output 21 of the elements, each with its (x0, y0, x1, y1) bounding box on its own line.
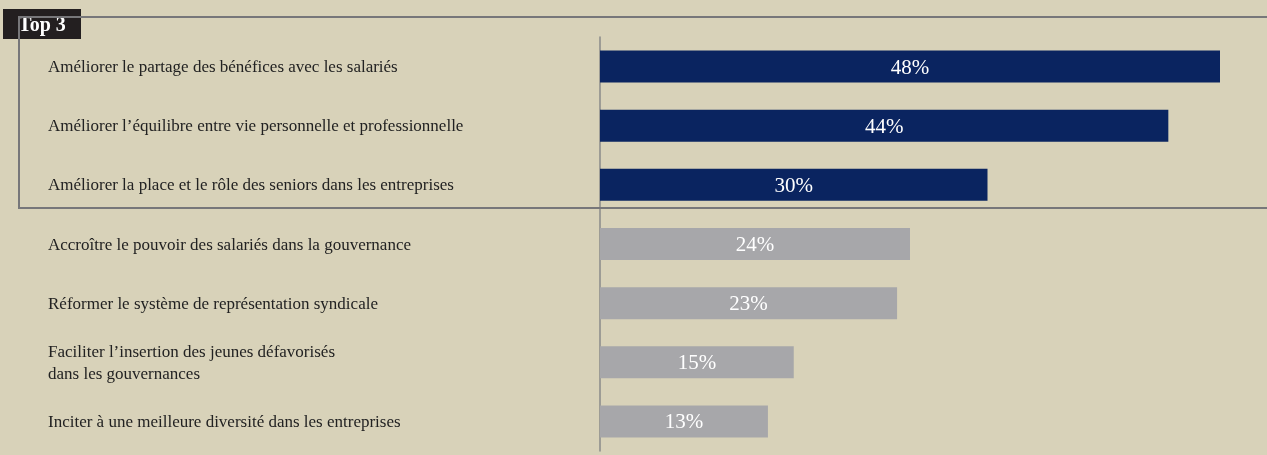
bar (600, 346, 794, 379)
bar (600, 228, 910, 260)
data-label: 23% (729, 291, 768, 316)
y-tick-label: Réformer le système de représentation syndicale (48, 293, 378, 313)
data-label: 30% (774, 172, 813, 197)
y-tick-label: Améliorer le partage des bénéfices avec les salariés (48, 57, 398, 77)
y-tick-label: Accroître le pouvoir des salariés dans la gouvernance (48, 234, 411, 254)
y-tick-label: Inciter à une meilleure diversité dans les entreprises (48, 411, 401, 431)
y-tick-label: Améliorer la place et le rôle des seniors dans les entreprises (48, 175, 454, 195)
data-label: 44% (864, 113, 904, 138)
bar (600, 109, 1169, 142)
bar (600, 168, 988, 201)
bar (600, 287, 898, 320)
bar (600, 50, 1220, 83)
bar (600, 405, 768, 438)
y-tick-label: Améliorer l’équilibre entre vie personnelle et professionnelle (48, 116, 464, 136)
data-label: 15% (677, 350, 717, 375)
y-tick-label: Faciliter l’insertion des jeunes défavorisés dans les gouvernances (48, 341, 336, 383)
data-label: 48% (890, 54, 930, 79)
data-label: 24% (735, 232, 775, 256)
data-label: 13% (664, 409, 704, 434)
